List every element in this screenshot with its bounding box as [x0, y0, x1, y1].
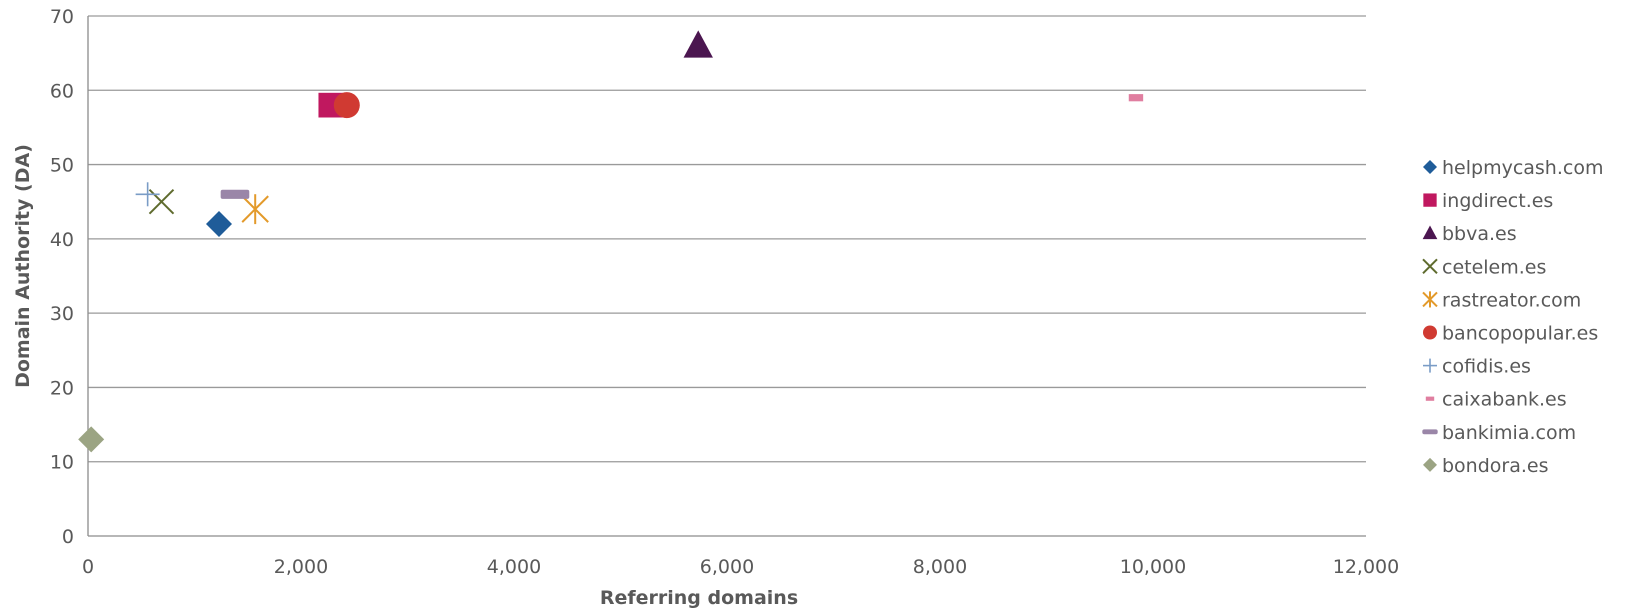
- axes: [87, 16, 1366, 537]
- y-tick-label: 30: [50, 303, 74, 325]
- legend-marker: [1423, 325, 1437, 340]
- data-point-bankimia-com: [220, 189, 250, 199]
- x-tick-label: 8,000: [913, 556, 967, 578]
- legend-marker: [1423, 160, 1437, 174]
- legend-item: cofidis.es: [1423, 356, 1531, 378]
- y-axis-title: Domain Authority (DA): [12, 144, 34, 388]
- x-tick-label: 4,000: [487, 556, 541, 578]
- x-tick-label: 10,000: [1120, 556, 1186, 578]
- data-point-bancopopular-es: [333, 92, 360, 119]
- grid-lines: [88, 15, 1366, 463]
- legend-marker: [1423, 358, 1437, 373]
- legend-label: bbva.es: [1442, 223, 1517, 245]
- legend-item: bondora.es: [1423, 455, 1549, 477]
- y-tick-label: 40: [50, 229, 74, 251]
- x-tick-label: 12,000: [1333, 556, 1399, 578]
- x-axis-title: Referring domains: [600, 587, 798, 609]
- legend-item: cetelem.es: [1422, 256, 1546, 278]
- legend-item: helpmycash.com: [1423, 157, 1603, 179]
- legend-item: caixabank.es: [1425, 389, 1567, 411]
- legend-item: rastreator.com: [1422, 289, 1581, 311]
- y-tick-label: 50: [50, 155, 74, 177]
- legend-marker: [1422, 429, 1438, 435]
- legend-label: ingdirect.es: [1442, 190, 1553, 212]
- data-point-bondora-es: [78, 426, 105, 453]
- legend-marker: [1425, 396, 1435, 401]
- data-point-cofidis-es: [135, 182, 160, 207]
- legend-label: cetelem.es: [1442, 256, 1546, 278]
- legend-label: rastreator.com: [1442, 289, 1581, 311]
- legend-label: helpmycash.com: [1442, 157, 1603, 179]
- legend-marker: [1422, 291, 1438, 308]
- data-points: [78, 30, 1144, 453]
- x-tick-label: 0: [82, 556, 94, 578]
- legend-marker: [1423, 457, 1437, 472]
- y-tick-label: 70: [50, 6, 74, 28]
- data-point-helpmycash-com: [205, 211, 232, 237]
- y-tick-label: 60: [50, 80, 74, 102]
- data-point-rastreator-com: [241, 194, 269, 225]
- legend-marker: [1422, 225, 1438, 240]
- legend-item: bbva.es: [1422, 223, 1517, 245]
- legend-label: bondora.es: [1442, 455, 1549, 477]
- x-tick-label: 6,000: [700, 556, 754, 578]
- tick-labels: 0 10 20 30 40 50 60 70 0 2,000 4,000 6,000 8,000 10,0…: [50, 6, 1399, 578]
- legend-item: bankimia.com: [1422, 422, 1576, 444]
- x-tick-label: 2,000: [274, 556, 328, 578]
- legend-item: ingdirect.es: [1423, 190, 1553, 212]
- legend-label: cofidis.es: [1442, 356, 1531, 378]
- data-point-caixabank-es: [1128, 94, 1144, 102]
- legend: helpmycash.com ingdirect.es bbva.es cetelem…: [1422, 157, 1603, 477]
- legend-label: bancopopular.es: [1442, 323, 1598, 345]
- legend-label: bankimia.com: [1442, 422, 1576, 444]
- legend-item: bancopopular.es: [1423, 323, 1598, 345]
- y-tick-label: 10: [50, 452, 74, 474]
- legend-marker: [1422, 258, 1438, 275]
- y-tick-label: 0: [62, 526, 74, 548]
- legend-marker: [1423, 193, 1437, 207]
- data-point-cetelem-es: [148, 189, 175, 215]
- data-point-bbva-es: [683, 30, 713, 58]
- legend-label: caixabank.es: [1442, 389, 1567, 411]
- y-tick-label: 20: [50, 377, 74, 399]
